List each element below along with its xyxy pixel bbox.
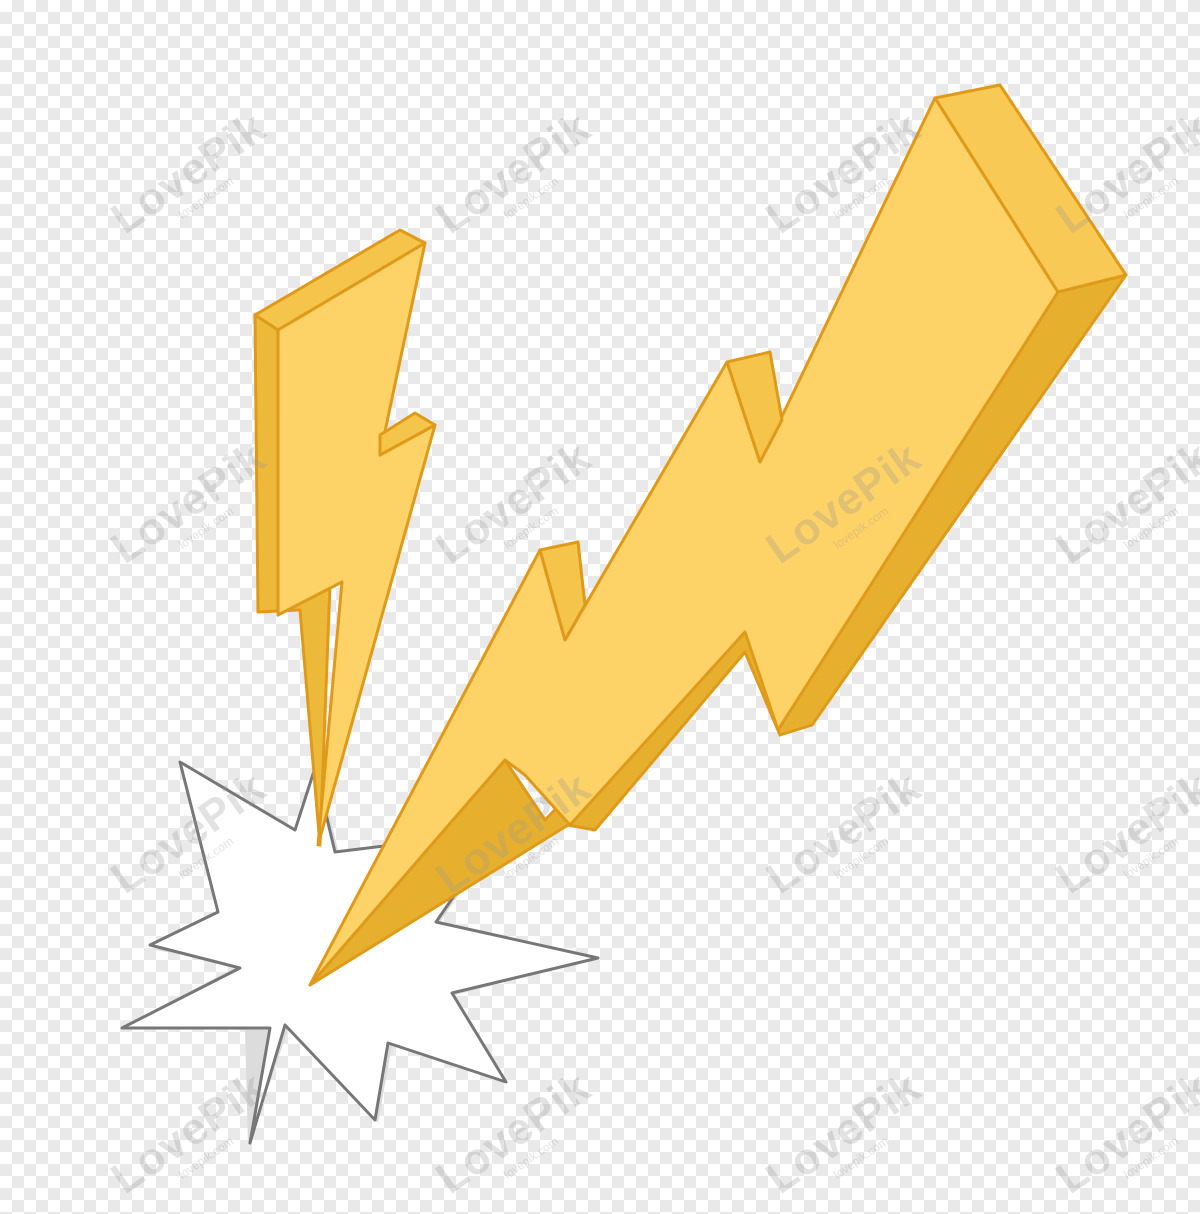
big-bolt-front <box>308 96 1060 987</box>
small-bolt-notch <box>378 411 437 457</box>
big-bolt-notch-lower <box>538 540 587 642</box>
big-bolt-notch-upper <box>725 350 784 464</box>
small-lightning-bolt-icon <box>253 228 437 847</box>
big-lightning-bolt-icon <box>308 83 1128 987</box>
big-bolt-top <box>933 83 1128 294</box>
small-bolt-front <box>276 241 437 847</box>
